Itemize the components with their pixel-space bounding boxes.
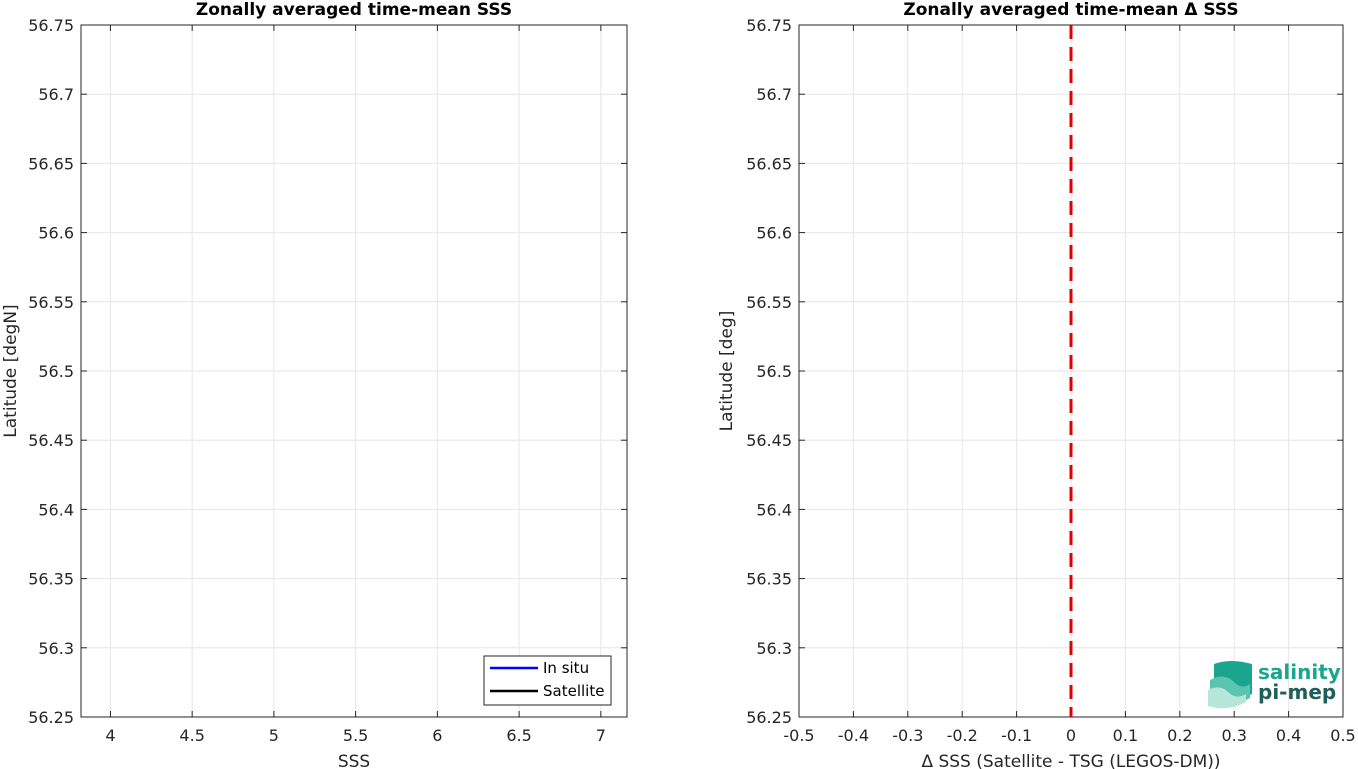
- left-x-axis-label: SSS: [338, 752, 370, 769]
- right-y-tick-label: 56.3: [756, 639, 792, 658]
- left-y-tick-label: 56.25: [28, 708, 74, 727]
- right-x-tick-label: -0.3: [892, 726, 923, 745]
- right-x-tick-label: 0.1: [1113, 726, 1138, 745]
- left-x-tick-label: 6: [432, 726, 442, 745]
- left-y-axis-label: Latitude [degN]: [1, 304, 21, 437]
- left-y-tick-label: 56.7: [38, 85, 74, 104]
- right-x-tick-label: -0.2: [947, 726, 978, 745]
- right-y-tick-label: 56.35: [746, 570, 792, 589]
- right-y-tick-label: 56.6: [756, 224, 792, 243]
- left-chart-title: Zonally averaged time-mean SSS: [196, 0, 512, 20]
- right-y-tick-label: 56.5: [756, 362, 792, 381]
- right-x-tick-label: 0.3: [1221, 726, 1246, 745]
- left-ticks: 4 4.5 5 5.5 6 6.5 7 56.25 56.3 56.35 56.4 56.45 56.5…: [28, 16, 627, 745]
- right-y-tick-label: 56.55: [746, 293, 792, 312]
- right-x-axis-label: Δ SSS (Satellite - TSG (LEGOS-DM)): [921, 752, 1220, 769]
- right-y-tick-label: 56.65: [746, 154, 792, 173]
- left-grid: [81, 24, 627, 718]
- right-y-axis-label: Latitude [deg]: [717, 311, 737, 432]
- left-panel: 4 4.5 5 5.5 6 6.5 7 56.25 56.3 56.35 56.4 56.45 56.5…: [1, 0, 628, 769]
- left-y-tick-label: 56.55: [28, 293, 74, 312]
- logo-wave-icon: [1208, 661, 1252, 709]
- right-x-tick-label: -0.1: [1001, 726, 1032, 745]
- left-y-tick-label: 56.5: [38, 362, 74, 381]
- right-chart-title: Zonally averaged time-mean Δ SSS: [903, 0, 1238, 20]
- left-y-tick-label: 56.6: [38, 224, 74, 243]
- right-x-tick-label: 0.5: [1330, 726, 1355, 745]
- right-y-tick-label: 56.25: [746, 708, 792, 727]
- right-y-tick-label: 56.4: [756, 500, 792, 519]
- left-x-tick-label: 6.5: [506, 726, 531, 745]
- left-x-tick-label: 4.5: [179, 726, 204, 745]
- left-x-tick-label: 7: [596, 726, 606, 745]
- legend-box: [483, 655, 612, 706]
- right-x-tick-label: -0.4: [838, 726, 869, 745]
- right-ticks: -0.5 -0.4 -0.3 -0.2 -0.1 0 0.1 0.2 0.3 0.4 0.5 56.2…: [746, 16, 1356, 745]
- legend[interactable]: In situ Satellite: [483, 655, 612, 706]
- right-x-tick-label: 0.2: [1167, 726, 1192, 745]
- right-y-tick-label: 56.45: [746, 431, 792, 450]
- right-x-tick-label: 0: [1066, 726, 1076, 745]
- right-y-tick-label: 56.7: [756, 85, 792, 104]
- legend-label-in-situ: In situ: [543, 659, 589, 677]
- right-y-tick-label: 56.75: [746, 16, 792, 35]
- right-x-tick-label: 0.4: [1276, 726, 1301, 745]
- right-grid: [798, 24, 1344, 718]
- legend-label-satellite: Satellite: [543, 682, 604, 700]
- left-y-tick-label: 56.75: [28, 16, 74, 35]
- right-x-tick-label: -0.5: [783, 726, 814, 745]
- left-y-tick-label: 56.45: [28, 431, 74, 450]
- left-y-tick-label: 56.65: [28, 154, 74, 173]
- left-y-tick-label: 56.3: [38, 639, 74, 658]
- left-x-tick-label: 4: [105, 726, 115, 745]
- logo-line-2: pi-mep: [1258, 680, 1336, 704]
- left-x-tick-label: 5.5: [343, 726, 368, 745]
- salinity-pi-mep-logo: salinity pi-mep: [1208, 660, 1341, 709]
- left-y-tick-label: 56.4: [38, 500, 74, 519]
- left-x-tick-label: 5: [269, 726, 279, 745]
- logo-line-1: salinity: [1258, 660, 1341, 684]
- right-panel: -0.5 -0.4 -0.3 -0.2 -0.1 0 0.1 0.2 0.3 0.4 0.5 56.2…: [717, 0, 1356, 769]
- left-y-tick-label: 56.35: [28, 570, 74, 589]
